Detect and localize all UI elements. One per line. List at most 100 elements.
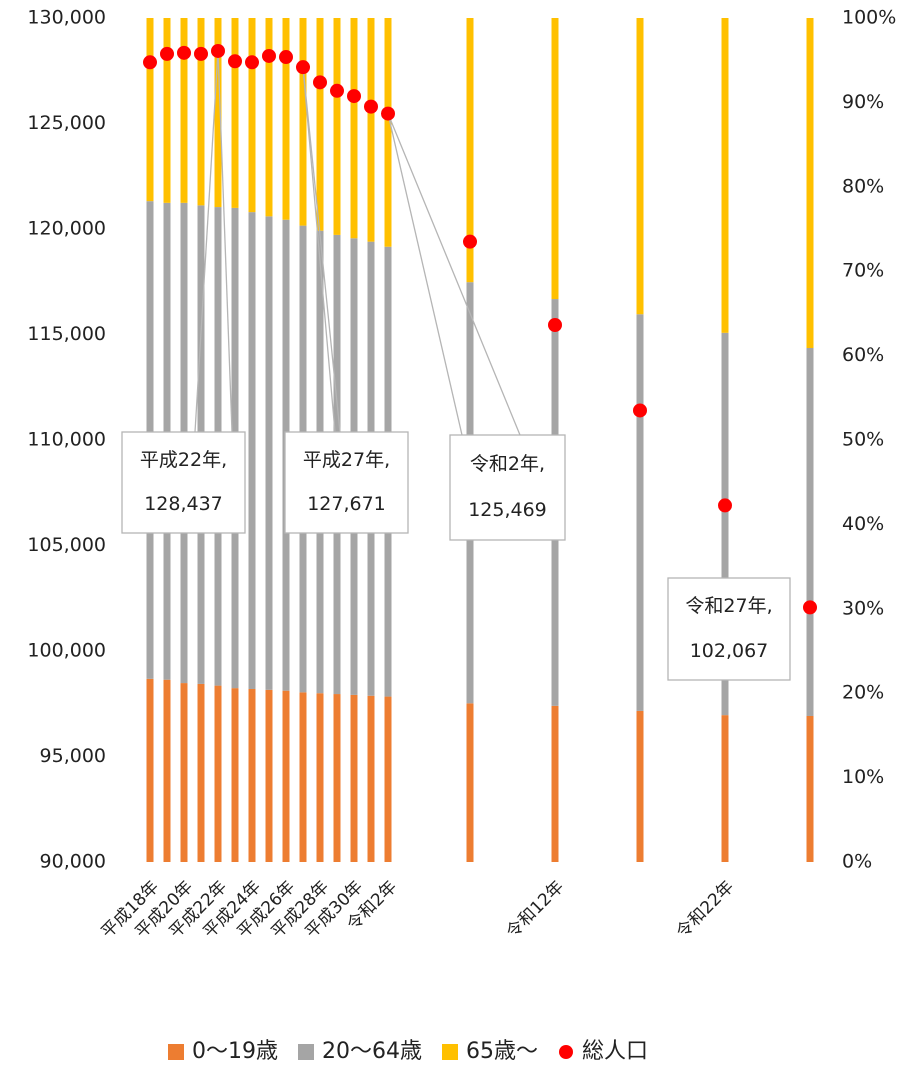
y-tick-label: 95,000 bbox=[40, 745, 106, 767]
y2-tick-label: 70% bbox=[842, 260, 884, 282]
data-label: 125,469 bbox=[468, 499, 547, 521]
bar-segment bbox=[146, 678, 154, 862]
y2-tick-label: 60% bbox=[842, 344, 884, 366]
y2-tick-label: 10% bbox=[842, 766, 884, 788]
bar-segment bbox=[197, 18, 205, 206]
bar-segment bbox=[163, 18, 171, 203]
x-tick-label: 令和22年 bbox=[673, 877, 739, 943]
bar-segment bbox=[265, 18, 273, 217]
bar-segment bbox=[367, 695, 375, 862]
dot bbox=[364, 99, 378, 114]
bar-segment bbox=[350, 694, 358, 862]
dot bbox=[262, 48, 276, 63]
leader-line bbox=[302, 67, 341, 433]
bar-segment bbox=[180, 683, 188, 862]
bar-segment bbox=[551, 18, 559, 300]
callout-label: 平成27年, bbox=[303, 449, 390, 471]
bar-segment bbox=[197, 683, 205, 862]
bar-segment bbox=[636, 710, 644, 862]
leader-line bbox=[387, 113, 463, 436]
dot bbox=[718, 498, 732, 513]
callout-box bbox=[449, 434, 566, 541]
bar-segment bbox=[721, 332, 729, 716]
legend-label: 65歳〜 bbox=[466, 1039, 538, 1064]
bar-segment bbox=[231, 688, 239, 862]
bar-segment bbox=[282, 690, 290, 862]
y-tick-label: 130,000 bbox=[27, 7, 106, 29]
dot bbox=[228, 54, 242, 69]
dot bbox=[279, 50, 293, 65]
y2-tick-label: 40% bbox=[842, 513, 884, 535]
legend-swatch bbox=[442, 1044, 458, 1060]
callout-label: 令和27年, bbox=[685, 595, 772, 617]
leader-line bbox=[194, 50, 219, 433]
bar-segment bbox=[806, 18, 814, 349]
dot bbox=[633, 403, 647, 418]
callout-box bbox=[667, 577, 791, 681]
bar-segment bbox=[350, 18, 358, 239]
leader-line bbox=[217, 50, 233, 433]
bar-segment bbox=[146, 18, 154, 202]
legend-label: 0〜19歳 bbox=[192, 1039, 278, 1064]
y2-tick-label: 0% bbox=[842, 851, 872, 873]
dot bbox=[330, 83, 344, 98]
bar-segment bbox=[466, 703, 474, 862]
callout-label: 令和2年, bbox=[470, 453, 545, 475]
bar-segment bbox=[551, 705, 559, 862]
bar-segment bbox=[163, 679, 171, 862]
callout-label: 平成22年, bbox=[140, 449, 227, 471]
bar-segment bbox=[367, 18, 375, 242]
bar-segment bbox=[231, 18, 239, 208]
bar-segment bbox=[384, 18, 392, 247]
dot bbox=[211, 43, 225, 58]
dot bbox=[463, 234, 477, 249]
bar-segment bbox=[333, 694, 341, 862]
dot bbox=[548, 318, 562, 333]
bar-segment bbox=[248, 688, 256, 862]
bar-segment bbox=[248, 18, 256, 213]
bar-segment bbox=[265, 689, 273, 862]
legend-label: 総人口 bbox=[582, 1039, 648, 1064]
bar-segment bbox=[299, 692, 307, 862]
dot bbox=[803, 600, 817, 615]
dot bbox=[245, 55, 259, 70]
bar-segment bbox=[721, 715, 729, 862]
legend-swatch bbox=[168, 1044, 184, 1060]
bar-segment bbox=[214, 685, 222, 862]
bar-segment bbox=[466, 18, 474, 283]
bar-segment bbox=[806, 348, 814, 716]
y2-tick-label: 90% bbox=[842, 91, 884, 113]
dot bbox=[177, 45, 191, 60]
legend-swatch bbox=[559, 1045, 573, 1059]
x-tick-label: 令和12年 bbox=[503, 877, 569, 943]
bar-segment bbox=[248, 212, 256, 689]
bar-segment bbox=[180, 18, 188, 203]
y2-tick-label: 80% bbox=[842, 175, 884, 197]
dot bbox=[296, 60, 310, 75]
bar-segment bbox=[721, 18, 729, 333]
bar-segment bbox=[333, 18, 341, 235]
y-tick-label: 110,000 bbox=[27, 429, 106, 451]
bar-segment bbox=[316, 18, 324, 231]
bar-segment bbox=[806, 715, 814, 862]
data-label: 128,437 bbox=[144, 493, 223, 515]
bar-segment bbox=[636, 314, 644, 711]
bar-segment bbox=[299, 18, 307, 226]
legend-swatch bbox=[298, 1044, 314, 1060]
y-tick-label: 120,000 bbox=[27, 218, 106, 240]
callout-box bbox=[121, 431, 246, 534]
y-tick-label: 115,000 bbox=[27, 323, 106, 345]
dot bbox=[381, 106, 395, 121]
dot bbox=[347, 89, 361, 104]
y2-tick-label: 30% bbox=[842, 597, 884, 619]
bar-segment bbox=[214, 18, 222, 208]
bar-segment bbox=[316, 693, 324, 862]
bar-segment bbox=[636, 18, 644, 315]
callout-box bbox=[284, 431, 409, 534]
y2-tick-label: 20% bbox=[842, 682, 884, 704]
y-tick-label: 100,000 bbox=[27, 640, 106, 662]
bar-segment bbox=[282, 18, 290, 220]
y-tick-label: 105,000 bbox=[27, 534, 106, 556]
leader-line bbox=[387, 113, 521, 436]
